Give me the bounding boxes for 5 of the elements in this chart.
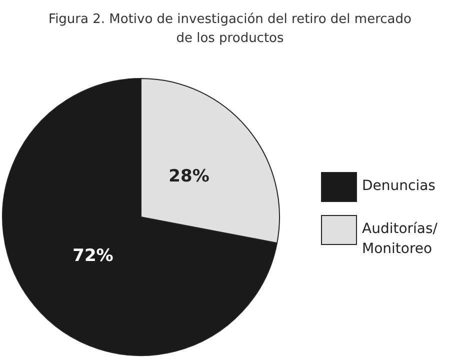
legend-label: Auditorías/Monitoreo — [362, 220, 439, 259]
legend-label: Denuncias — [362, 177, 436, 196]
chart-title: Figura 2. Motivo de investigación del retiro del mercado de los productos — [48, 11, 412, 48]
data-label: 28% — [168, 166, 210, 187]
data-label: 72% — [72, 246, 114, 266]
